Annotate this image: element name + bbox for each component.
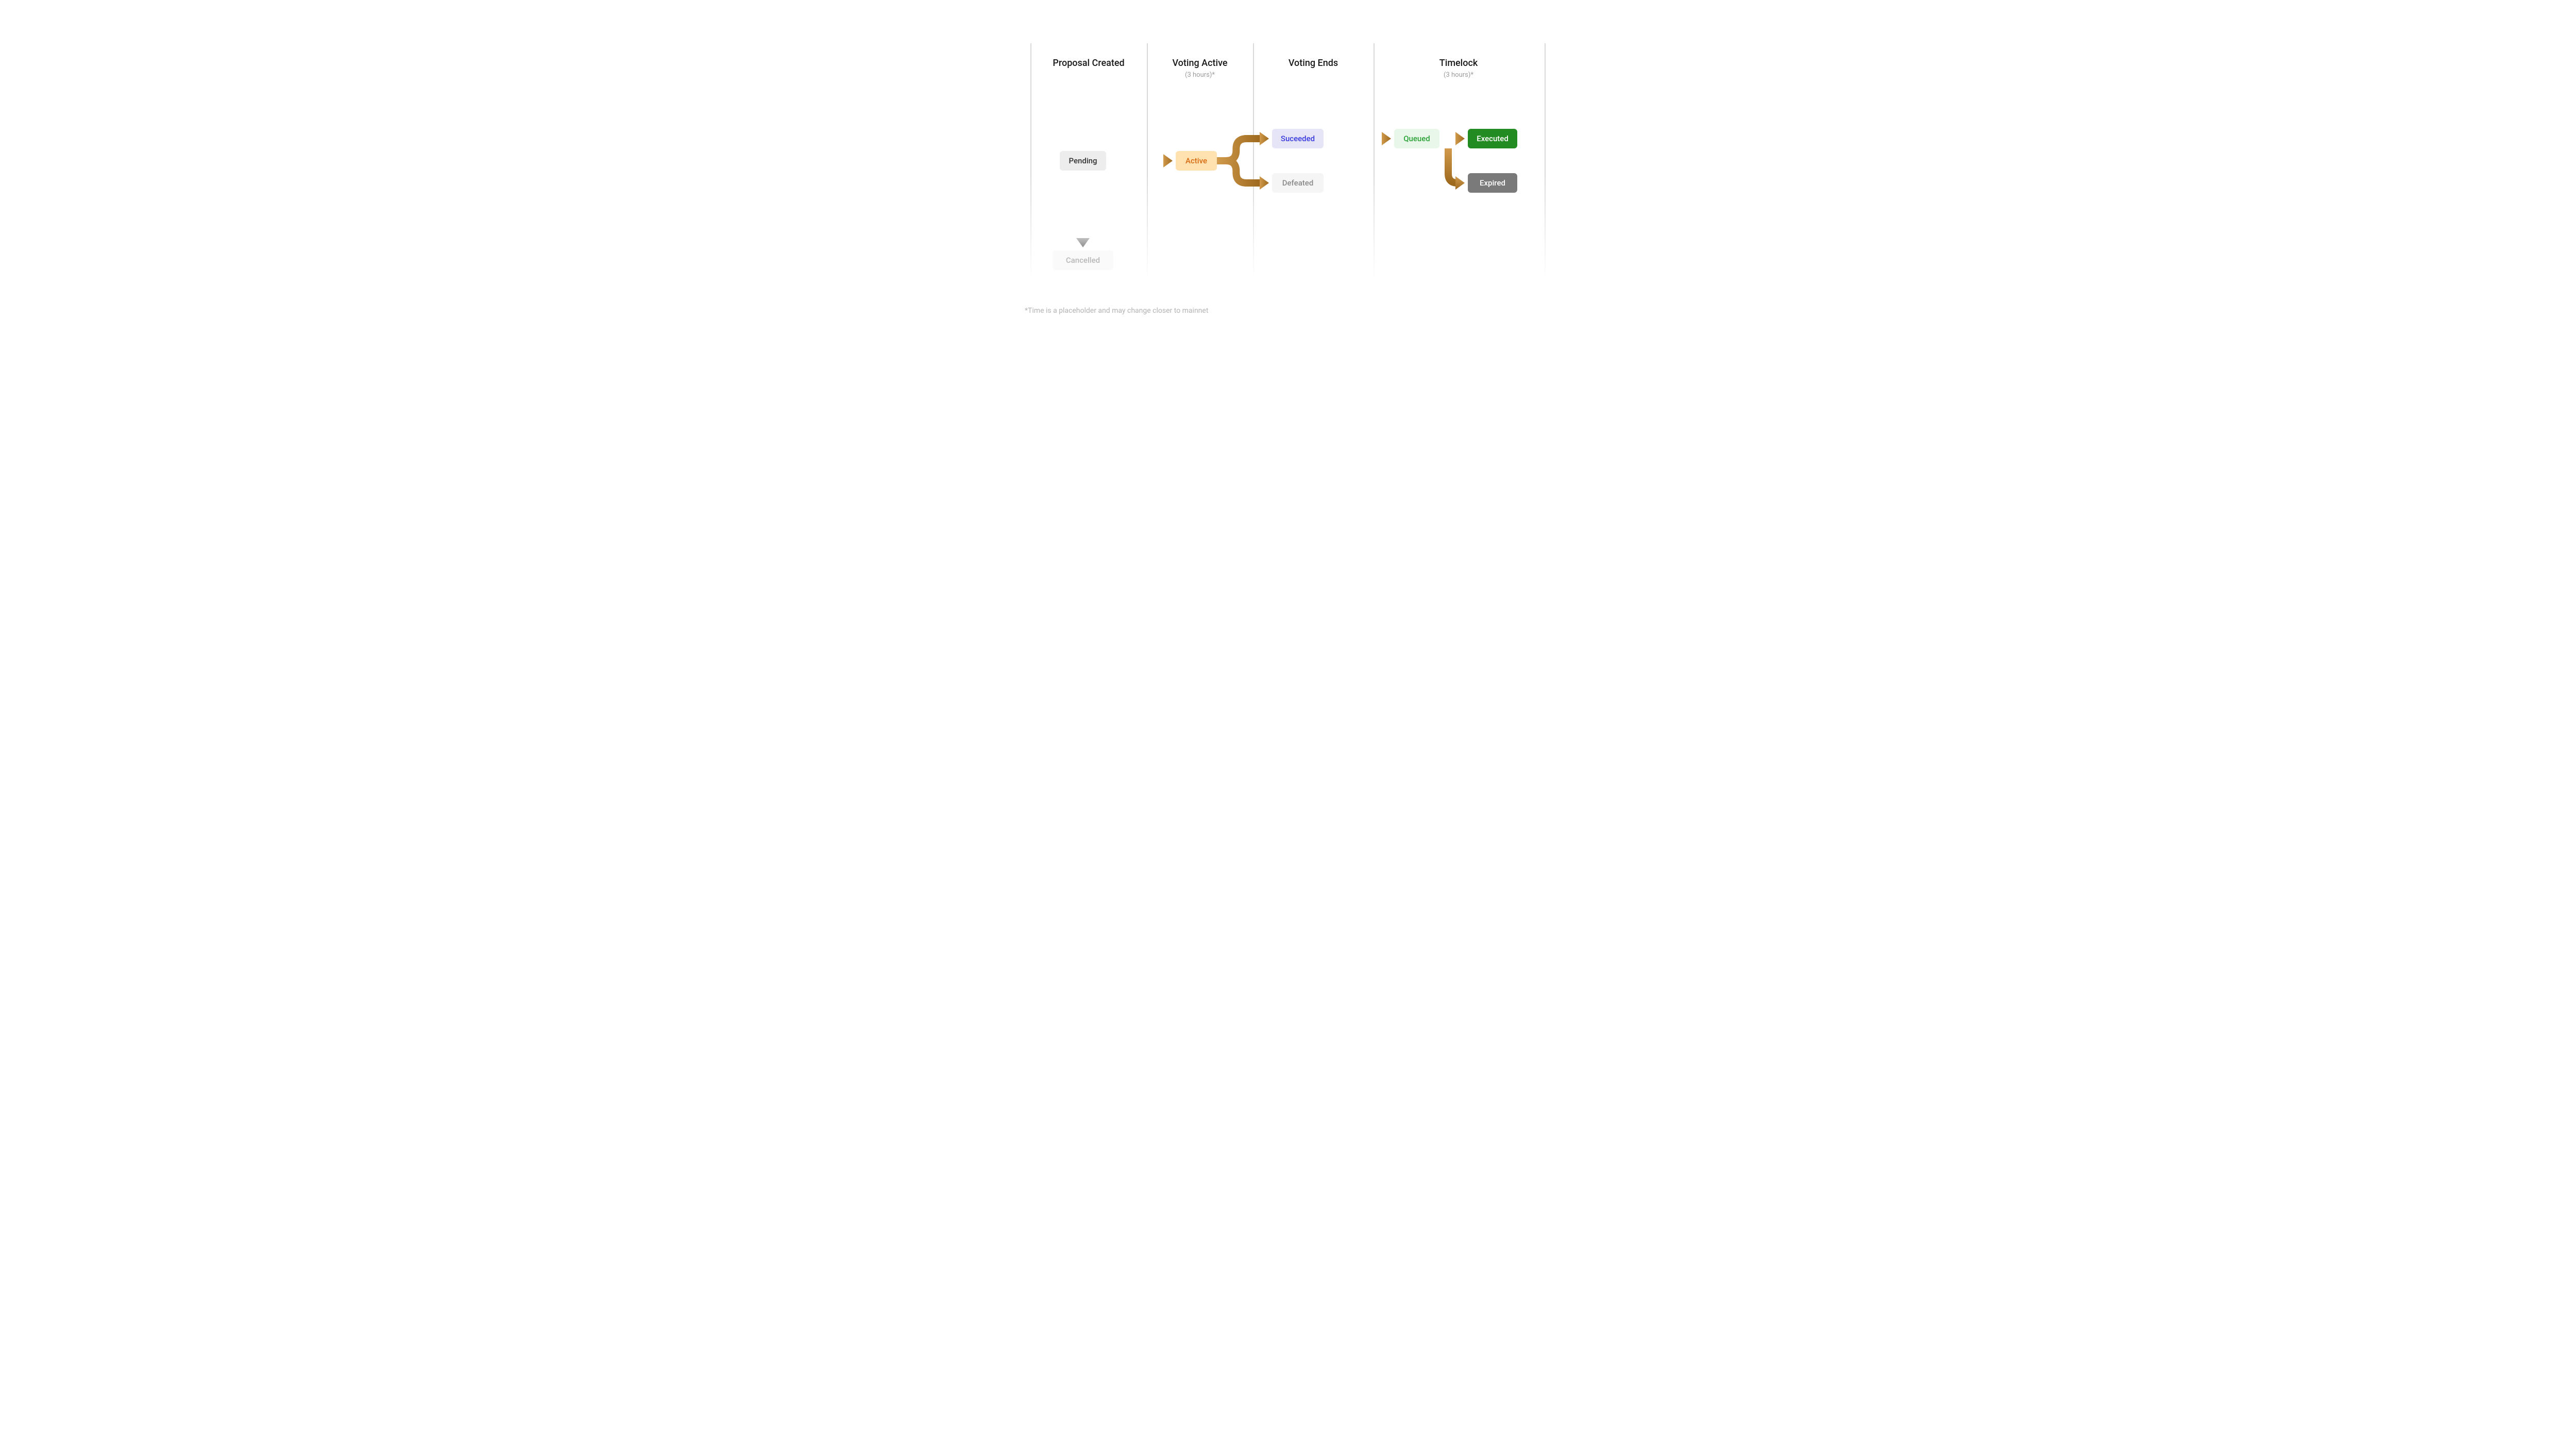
col-sub-voting-active: (3 hours)* <box>1165 71 1235 79</box>
node-succeeded: Suceeded <box>1272 129 1324 148</box>
succeeded-to-queued-head <box>1382 132 1391 145</box>
active-to-succeeded-head <box>1260 132 1269 145</box>
col-divider-2 <box>1147 43 1148 280</box>
node-queued: Queued <box>1394 129 1439 148</box>
col-divider-4 <box>1374 43 1375 280</box>
footnote-text: *Time is a placeholder and may change cl… <box>1025 307 1208 315</box>
col-divider-5 <box>1545 43 1546 280</box>
node-pending: Pending <box>1060 151 1106 171</box>
col-header-timelock: Timelock <box>1423 58 1494 69</box>
node-expired: Expired <box>1468 173 1517 193</box>
queued-to-expired <box>1448 148 1458 183</box>
pending-to-cancelled-head <box>1076 238 1090 247</box>
queued-to-expired-head <box>1455 176 1465 190</box>
col-header-voting-ends: Voting Ends <box>1278 58 1348 69</box>
col-header-proposal-created: Proposal Created <box>1046 58 1131 69</box>
queued-to-executed-head <box>1455 132 1465 145</box>
node-executed: Executed <box>1468 129 1517 148</box>
active-to-defeated-head <box>1260 176 1269 190</box>
col-divider-3 <box>1253 43 1254 280</box>
col-sub-timelock: (3 hours)* <box>1423 71 1494 79</box>
node-defeated: Defeated <box>1272 173 1324 193</box>
pending-to-active-head <box>1163 154 1173 167</box>
node-cancelled: Cancelled <box>1053 250 1113 270</box>
flowchart-stage: Proposal Created Voting Active (3 hours)… <box>892 0 1684 340</box>
node-active: Active <box>1176 151 1217 171</box>
col-divider-1 <box>1030 43 1031 280</box>
arrows-layer <box>892 0 1684 340</box>
col-header-voting-active: Voting Active <box>1165 58 1235 69</box>
